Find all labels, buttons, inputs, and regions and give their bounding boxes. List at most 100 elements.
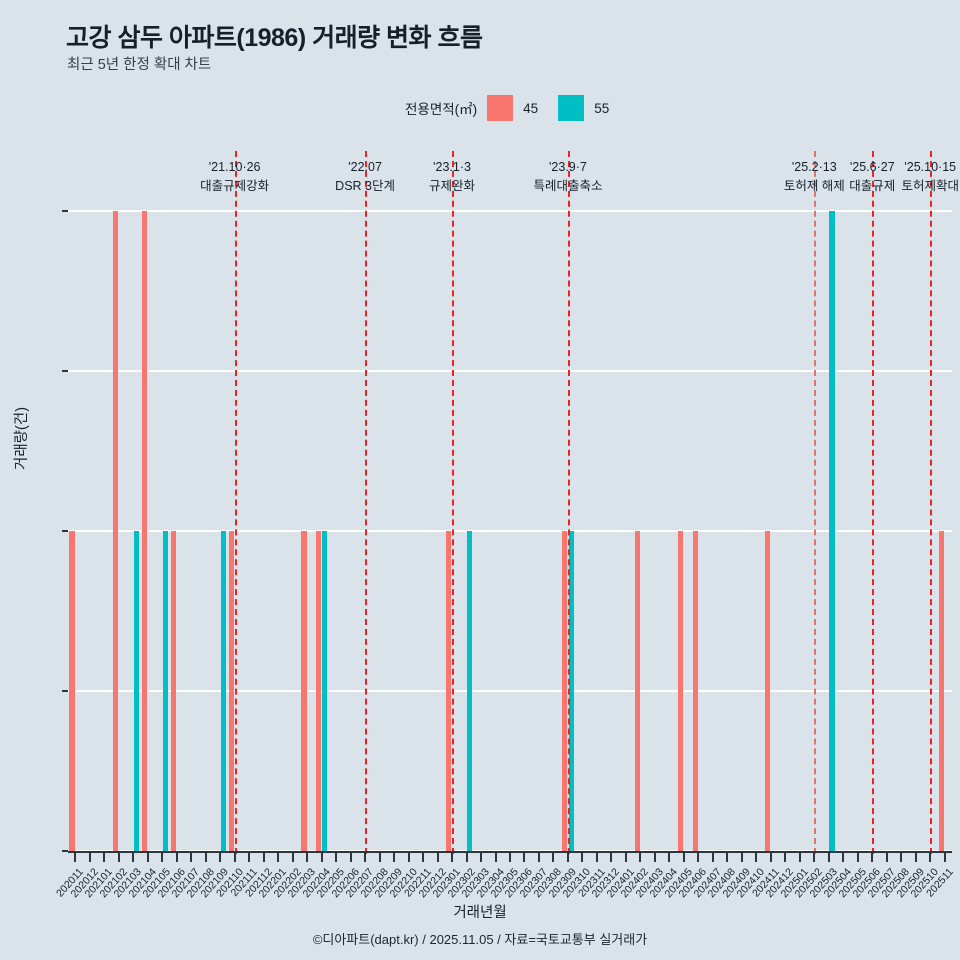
bar-55-202204 [322, 531, 328, 851]
bar-45-202406 [692, 531, 698, 851]
event-date: '25.6·27 [849, 160, 895, 174]
x-tick-mark [190, 851, 193, 862]
bar-45-202102 [112, 211, 119, 851]
x-tick-mark [480, 851, 483, 862]
bar-45-202204 [315, 531, 321, 851]
event-date: '21.10·26 [208, 160, 261, 174]
legend-swatch-55 [558, 95, 585, 121]
bar-45-202104 [141, 211, 148, 851]
event-line-202502 [814, 151, 817, 854]
bar-45-202405 [678, 531, 684, 851]
x-tick-mark [943, 851, 946, 862]
x-tick-mark [219, 851, 222, 862]
x-tick-mark [306, 851, 309, 862]
x-tick-mark [364, 851, 367, 862]
x-tick-mark [233, 851, 236, 862]
x-axis-label: 거래년월 [453, 905, 507, 921]
plot-area: 0.00.51.01.52.0 [62, 151, 952, 854]
x-tick-mark [624, 851, 627, 862]
bar-55-202503 [829, 211, 835, 851]
y-tick-mark [62, 850, 68, 852]
y-tick-mark [62, 690, 68, 692]
bar-45-202301 [446, 531, 452, 851]
bar-45-202309 [562, 531, 568, 851]
event-date: '23.1·3 [433, 160, 471, 174]
x-tick-mark [610, 851, 613, 862]
x-tick-mark [465, 851, 468, 862]
x-tick-mark [117, 851, 120, 862]
x-tick-mark [451, 851, 454, 862]
event-text: 토허제 해제 [783, 179, 845, 194]
x-tick-mark [74, 851, 77, 862]
page-title: 고강 삼두 아파트(1986) 거래량 변화 흐름 [66, 24, 483, 52]
legend-swatch-45 [487, 95, 514, 121]
x-tick-mark [697, 851, 700, 862]
x-tick-mark [740, 851, 743, 862]
x-tick-mark [407, 851, 410, 862]
event-annotation-202207: '22.07 DSR 3단계 [335, 158, 395, 197]
bar-45-202110 [228, 531, 235, 851]
x-tick-mark [291, 851, 294, 862]
x-tick-mark [422, 851, 425, 862]
x-tick-mark [653, 851, 656, 862]
x-tick-mark [277, 851, 280, 862]
x-tick-mark [378, 851, 381, 862]
bar-45-202011 [69, 531, 75, 851]
x-tick-mark [175, 851, 178, 862]
x-tick-mark [755, 851, 758, 862]
event-line-202110 [234, 151, 237, 854]
x-tick-mark [639, 851, 642, 862]
x-tick-mark [509, 851, 511, 862]
x-tick-mark [523, 851, 526, 862]
x-tick-mark [929, 851, 932, 862]
event-text: DSR 3단계 [335, 179, 395, 194]
x-tick-mark [204, 851, 207, 862]
bar-45-202203 [301, 531, 307, 851]
legend-label-45: 45 [523, 100, 539, 116]
x-tick-mark [842, 851, 845, 862]
x-tick-mark [711, 851, 714, 862]
x-tick-mark [494, 851, 497, 862]
x-tick-mark [726, 851, 729, 862]
event-line-202506 [872, 151, 875, 854]
x-tick-mark [900, 851, 903, 862]
gridline [68, 369, 952, 373]
event-text: 특례대출축소 [533, 179, 603, 194]
x-tick-mark [537, 851, 540, 862]
event-date: '23.9·7 [549, 160, 587, 174]
event-text: 토허제확대 [901, 179, 960, 194]
gridline [68, 529, 952, 533]
x-tick-mark [595, 851, 598, 862]
y-tick-mark [62, 530, 68, 532]
bar-45-202511 [938, 531, 945, 851]
x-tick-mark [798, 851, 801, 862]
event-annotation-202510: '25.10·15 토허제확대 [901, 158, 959, 197]
event-line-202207 [365, 151, 368, 854]
x-tick-mark [856, 851, 859, 862]
event-line-202301 [452, 151, 455, 854]
x-tick-mark [132, 851, 135, 862]
x-tick-mark [88, 851, 91, 862]
bar-45-202411 [765, 531, 771, 851]
event-line-202309 [567, 151, 570, 854]
bar-55-202105 [162, 531, 168, 851]
legend: 전용면적(㎡) 45 55 [405, 95, 609, 121]
bar-55-202309 [568, 531, 574, 851]
x-tick-mark [103, 851, 106, 862]
bar-55-202103 [133, 531, 139, 851]
x-tick-mark [885, 851, 888, 862]
x-tick-mark [248, 851, 251, 862]
bar-55-202109 [220, 531, 226, 851]
y-axis-label: 거래량(건) [14, 406, 30, 470]
x-tick-mark [827, 851, 830, 862]
event-date: '22.07 [348, 160, 382, 174]
event-date: '25.10·15 [904, 160, 957, 174]
bar-45-202402 [634, 531, 640, 851]
x-tick-mark [552, 851, 555, 862]
x-tick-mark [335, 851, 338, 862]
page-subtitle: 최근 5년 한정 확대 차트 [67, 57, 212, 73]
x-tick-mark [769, 851, 772, 862]
x-tick-mark [668, 851, 671, 862]
gridline [68, 689, 952, 693]
